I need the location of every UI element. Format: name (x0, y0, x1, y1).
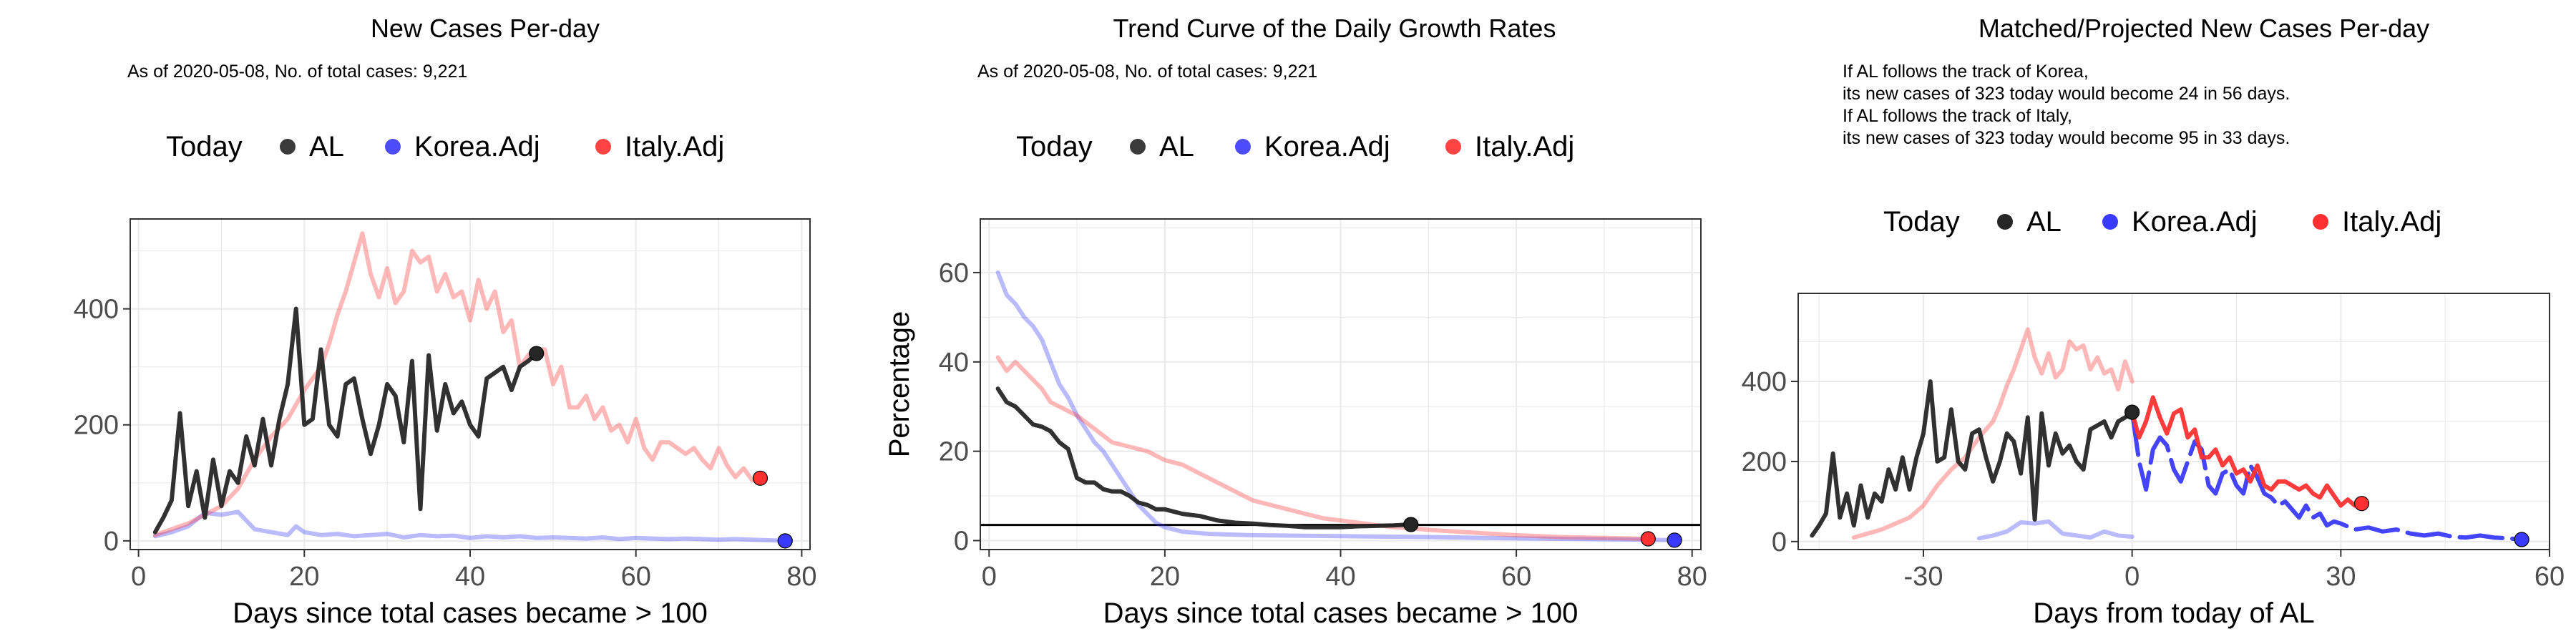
grid (980, 219, 1701, 550)
chart-growth-rate-trend: Trend Curve of the Daily Growth Rates As … (884, 14, 1707, 629)
x-tick-label: 0 (131, 562, 146, 592)
y-tick-label: 400 (1742, 367, 1787, 397)
y-tick-label: 200 (1742, 447, 1787, 477)
series-line-italy-adj-matched (1851, 327, 2135, 540)
chart-title: Trend Curve of the Daily Growth Rates (1113, 14, 1556, 43)
series-line-korea-adj (152, 509, 788, 543)
chart-title: New Cases Per-day (371, 14, 600, 43)
chart-subtitle: As of 2020-05-08, No. of total cases: 9,… (977, 62, 1317, 82)
x-tick-label: 40 (455, 562, 485, 592)
legend-title: Today (166, 131, 243, 162)
x-tick-label: 30 (2326, 562, 2356, 592)
legend-label-korea-adj: Korea.Adj (414, 131, 540, 162)
y-tick-label: 200 (74, 411, 119, 441)
x-tick-label: -30 (1904, 562, 1943, 592)
x-axis-title: Days since total cases became > 100 (233, 597, 708, 629)
series-line-korea-adj-matched (1976, 519, 2135, 541)
legend-marker-korea-adj (1235, 139, 1251, 155)
y-tick-label: 20 (939, 437, 969, 467)
legend-label-al: AL (1159, 131, 1194, 162)
chart-new-cases-per-day: New Cases Per-day As of 2020-05-08, No. o… (74, 14, 817, 629)
y-tick-label: 40 (939, 348, 969, 378)
today-point-italy-adj (1640, 531, 1656, 547)
legend-marker-italy-adj (595, 139, 611, 155)
legend-marker-al (1997, 214, 2013, 230)
today-point-korea-adj (777, 533, 793, 549)
y-axis-title: Percentage (884, 311, 915, 458)
legend-label-italy-adj: Italy.Adj (625, 131, 724, 162)
chart-title: Matched/Projected New Cases Per-day (1979, 14, 2429, 43)
x-tick-label: 60 (2534, 562, 2565, 592)
today-point-korea-adj (2514, 532, 2529, 547)
x-axis-title: Days from today of AL (2033, 597, 2315, 629)
y-tick-label: 60 (939, 258, 969, 288)
legend-label-korea-adj: Korea.Adj (1264, 131, 1390, 162)
panel-border (1797, 293, 2550, 550)
x-tick-label: 0 (2124, 562, 2140, 592)
legend-label-al: AL (309, 131, 344, 162)
legend-title: Today (1883, 206, 1960, 238)
today-point-al (2124, 404, 2140, 420)
legend-marker-korea-adj (385, 139, 401, 155)
y-tick-label: 0 (954, 527, 969, 557)
series-line-italy-adj-projected (2129, 395, 2364, 508)
series-line-al (995, 386, 1413, 530)
legend-marker-korea-adj (2102, 214, 2118, 230)
today-point-al (1403, 517, 1419, 532)
x-tick-label: 20 (289, 562, 319, 592)
series-line-italy-adj (152, 231, 763, 537)
x-tick-label: 20 (1150, 562, 1180, 592)
legend-label-korea-adj: Korea.Adj (2132, 206, 2258, 238)
today-point-korea-adj (1667, 532, 1682, 548)
legend-marker-al (1130, 139, 1146, 155)
legend-label-italy-adj: Italy.Adj (2342, 206, 2441, 238)
series-line-korea-adj-projected (2129, 410, 2524, 542)
legend-marker-al (280, 139, 296, 155)
today-point-italy-adj (752, 470, 769, 486)
x-axis-title: Days since total cases became > 100 (1103, 597, 1579, 629)
x-tick-label: 0 (982, 562, 997, 592)
series-line-korea-adj (995, 270, 1677, 542)
annotation-line: its new cases of 323 today would become … (1843, 128, 2290, 148)
legend-label-italy-adj: Italy.Adj (1475, 131, 1574, 162)
series-line-italy-adj (995, 355, 1651, 541)
y-tick-label: 0 (1772, 527, 1787, 557)
annotation-line: If AL follows the track of Korea, (1843, 62, 2089, 82)
today-point-al (529, 346, 545, 361)
x-tick-label: 80 (786, 562, 816, 592)
chart-matched-projected: Matched/Projected New Cases Per-day If AL… (1742, 14, 2565, 629)
annotation-line: If AL follows the track of Italy, (1843, 106, 2072, 126)
series-line-al (1810, 379, 2135, 538)
legend-marker-italy-adj (1445, 139, 1461, 155)
x-tick-label: 60 (621, 562, 651, 592)
legend-title: Today (1016, 131, 1093, 162)
x-tick-label: 60 (1501, 562, 1531, 592)
x-tick-label: 40 (1325, 562, 1355, 592)
series-line-al (152, 306, 539, 535)
legend: Today AL Korea.Adj Italy.Adj (1016, 131, 1574, 162)
legend-marker-italy-adj (2313, 214, 2328, 230)
legend: Today AL Korea.Adj Italy.Adj (166, 131, 724, 162)
today-point-italy-adj (2353, 496, 2370, 512)
y-tick-label: 0 (104, 527, 119, 557)
legend-label-al: AL (2026, 206, 2062, 238)
annotation-line: its new cases of 323 today would become … (1843, 84, 2290, 104)
legend: Today AL Korea.Adj Italy.Adj (1883, 206, 2441, 238)
x-tick-label: 80 (1677, 562, 1707, 592)
chart-subtitle: As of 2020-05-08, No. of total cases: 9,… (127, 62, 467, 82)
y-tick-label: 400 (74, 295, 119, 325)
